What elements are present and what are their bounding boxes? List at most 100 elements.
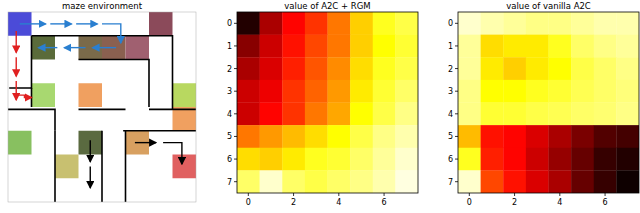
heat-cell [571, 35, 594, 58]
heat-cell [503, 57, 526, 80]
x-tick-label: 2 [512, 198, 517, 207]
heat-cell [260, 80, 283, 103]
heat-cell [350, 103, 373, 126]
heat-cell [305, 80, 328, 103]
heat-cell [282, 12, 305, 35]
heat-cell [237, 170, 260, 193]
heat-cell [549, 148, 572, 171]
heat-cell [503, 125, 526, 148]
y-tick-label: 2 [448, 65, 453, 74]
y-tick-label: 2 [227, 65, 232, 74]
heat-cell [350, 35, 373, 58]
heat-cell [616, 12, 639, 35]
trajectory-arrow [16, 31, 17, 52]
heat-cell [237, 57, 260, 80]
heat-cell [526, 170, 549, 193]
maze-cell [173, 107, 197, 131]
x-tick [293, 193, 294, 196]
heat-cell [594, 35, 617, 58]
heat-cell [350, 57, 373, 80]
y-tick-label: 1 [227, 42, 232, 51]
wall [79, 109, 126, 111]
y-tick [234, 45, 237, 46]
y-tick [455, 68, 458, 69]
heat-cell [260, 125, 283, 148]
y-tick-label: 1 [448, 42, 453, 51]
heat-cell [458, 12, 481, 35]
title: value of A2C + RGM [284, 1, 370, 11]
trajectory-arrow [20, 23, 46, 24]
heat-cell [350, 12, 373, 35]
trajectory-arrow [50, 23, 71, 24]
heat-cell [395, 80, 418, 103]
heat-cell [526, 12, 549, 35]
heat-cell [481, 125, 504, 148]
wall [54, 131, 56, 202]
heat-cell [395, 35, 418, 58]
heat-cell [305, 170, 328, 193]
trajectory-arrow [16, 57, 17, 76]
y-tick-label: 7 [448, 178, 453, 187]
title: value of vanilla A2C [506, 1, 591, 11]
heat-cell [328, 148, 351, 171]
heat-cell [549, 57, 572, 80]
heat-cell [549, 170, 572, 193]
trajectory-arrow [64, 47, 85, 48]
heat-cell [350, 80, 373, 103]
heat-cell [616, 170, 639, 193]
heat-cell [350, 125, 373, 148]
x-tick [338, 193, 339, 196]
y-tick-label: 4 [448, 110, 453, 119]
trajectory-arrow [90, 166, 91, 187]
y-tick [234, 23, 237, 24]
heat-cell [395, 103, 418, 126]
cells [458, 12, 639, 193]
heat-cell [458, 103, 481, 126]
maze-cell [149, 12, 173, 36]
y-tick-label: 3 [227, 87, 232, 96]
y-tick [455, 23, 458, 24]
heat-cell [571, 12, 594, 35]
axes-frame [458, 12, 639, 193]
heat-cell [549, 35, 572, 58]
trajectory-arrow [93, 47, 117, 48]
y-tick [234, 136, 237, 137]
heat-cell [305, 12, 328, 35]
y-tick-label: 5 [227, 132, 232, 141]
heat-cell [503, 80, 526, 103]
heat-cell [282, 35, 305, 58]
heat-cell [503, 148, 526, 171]
y-tick [455, 159, 458, 160]
maze-cell [55, 155, 79, 179]
heat-cell [350, 148, 373, 171]
wall [101, 131, 103, 202]
heat-cell [458, 57, 481, 80]
heat-cell [373, 103, 396, 126]
heat-cell [526, 80, 549, 103]
heat-cell [616, 103, 639, 126]
heat-cell [282, 125, 305, 148]
x-tick [605, 193, 606, 196]
heat-cell [571, 170, 594, 193]
heat-cell [373, 148, 396, 171]
heat-cell [395, 170, 418, 193]
heat-cell [616, 80, 639, 103]
heat-cell [481, 103, 504, 126]
heat-cell [373, 57, 396, 80]
maze-cell [32, 83, 56, 107]
x-tick-label: 0 [467, 198, 472, 207]
heat-cell [594, 12, 617, 35]
y-tick-label: 0 [448, 19, 453, 28]
heat-cell [395, 12, 418, 35]
heat-cell [260, 12, 283, 35]
heat-cell [350, 170, 373, 193]
x-tick [559, 193, 560, 196]
trajectory-arrow [16, 81, 17, 100]
heat-cell [458, 80, 481, 103]
y-tick [455, 113, 458, 114]
x-tick [384, 193, 385, 196]
heat-cell [526, 103, 549, 126]
x-tick [514, 193, 515, 196]
heat-cell [282, 57, 305, 80]
heat-cell [481, 35, 504, 58]
